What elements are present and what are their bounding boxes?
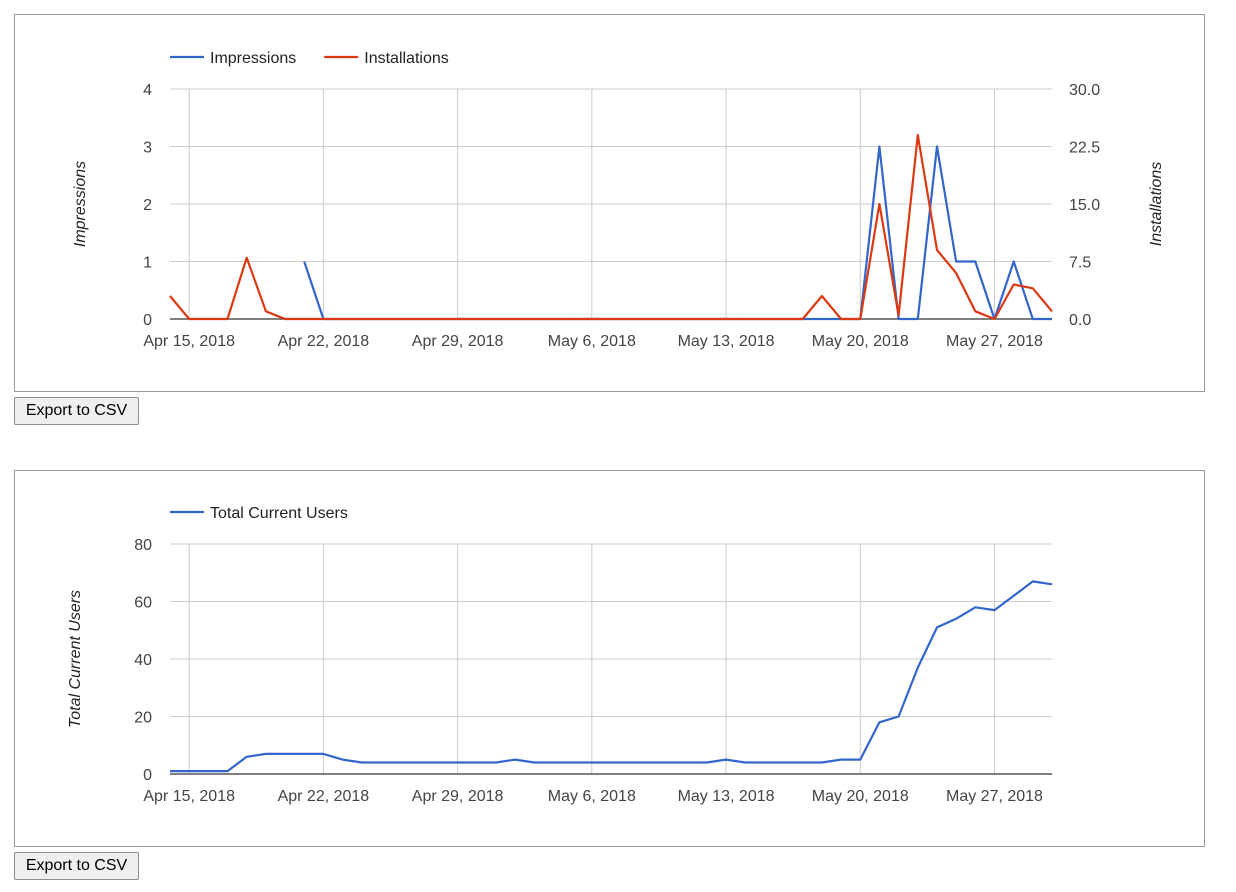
right-tick-label: 7.5 bbox=[1069, 255, 1091, 272]
total-current-users-svg: 0 20 40 60 80 Apr 15, 2018 Apr 22, 2018 Apr 29,… bbox=[67, 505, 1053, 805]
left-tick-label: 20 bbox=[134, 710, 152, 727]
x-tick-label: May 13, 2018 bbox=[678, 333, 775, 350]
x-tick-label: Apr 22, 2018 bbox=[278, 788, 370, 805]
left-tick-label: 4 bbox=[143, 82, 152, 99]
x-tick-label: Apr 15, 2018 bbox=[143, 333, 235, 350]
series-line-total-current-users bbox=[170, 580, 1053, 773]
x-tick-label: May 20, 2018 bbox=[812, 788, 909, 805]
left-tick-label: 60 bbox=[134, 595, 152, 612]
export-csv-button-chart-1[interactable]: Export to CSV bbox=[14, 397, 139, 425]
x-tick-label: Apr 29, 2018 bbox=[412, 788, 504, 805]
total-current-users-chart: 0 20 40 60 80 Apr 15, 2018 Apr 22, 2018 Apr 29,… bbox=[14, 470, 1205, 847]
left-tick-label: 0 bbox=[143, 767, 152, 784]
legend-label-total-current-users: Total Current Users bbox=[210, 505, 348, 522]
x-tick-label: May 27, 2018 bbox=[946, 333, 1043, 350]
left-tick-label: 40 bbox=[134, 652, 152, 669]
left-tick-label: 80 bbox=[134, 537, 152, 554]
right-tick-label: 0.0 bbox=[1069, 312, 1091, 329]
right-tick-label: 15.0 bbox=[1069, 197, 1100, 214]
x-tick-label: Apr 15, 2018 bbox=[143, 788, 235, 805]
series-line-installations bbox=[169, 133, 1053, 321]
x-tick-label: May 6, 2018 bbox=[548, 333, 636, 350]
x-tick-label: May 20, 2018 bbox=[812, 333, 909, 350]
x-tick-label: May 13, 2018 bbox=[678, 788, 775, 805]
impressions-installations-svg: 0 1 2 3 4 0.0 7.5 15.0 22.5 30.0 Apr 15, 2018 Apr 2… bbox=[72, 50, 1165, 350]
left-tick-label: 1 bbox=[143, 255, 152, 272]
left-axis-title: Total Current Users bbox=[67, 590, 84, 728]
left-tick-label: 2 bbox=[143, 197, 152, 214]
x-tick-label: Apr 22, 2018 bbox=[278, 333, 370, 350]
right-tick-label: 30.0 bbox=[1069, 82, 1100, 99]
legend-label-impressions: Impressions bbox=[210, 50, 296, 67]
left-axis-title: Impressions bbox=[72, 161, 89, 247]
legend-label-installations: Installations bbox=[364, 50, 449, 67]
right-tick-label: 22.5 bbox=[1069, 140, 1100, 157]
impressions-installations-chart: 0 1 2 3 4 0.0 7.5 15.0 22.5 30.0 Apr 15, 2018 Apr 2… bbox=[14, 14, 1205, 392]
export-csv-button-chart-2[interactable]: Export to CSV bbox=[14, 852, 139, 880]
x-tick-label: May 27, 2018 bbox=[946, 788, 1043, 805]
right-axis-title: Installations bbox=[1148, 162, 1165, 247]
left-tick-label: 0 bbox=[143, 312, 152, 329]
x-tick-label: Apr 29, 2018 bbox=[412, 333, 504, 350]
series-line-impressions bbox=[303, 145, 1052, 321]
left-tick-label: 3 bbox=[143, 140, 152, 157]
x-tick-label: May 6, 2018 bbox=[548, 788, 636, 805]
